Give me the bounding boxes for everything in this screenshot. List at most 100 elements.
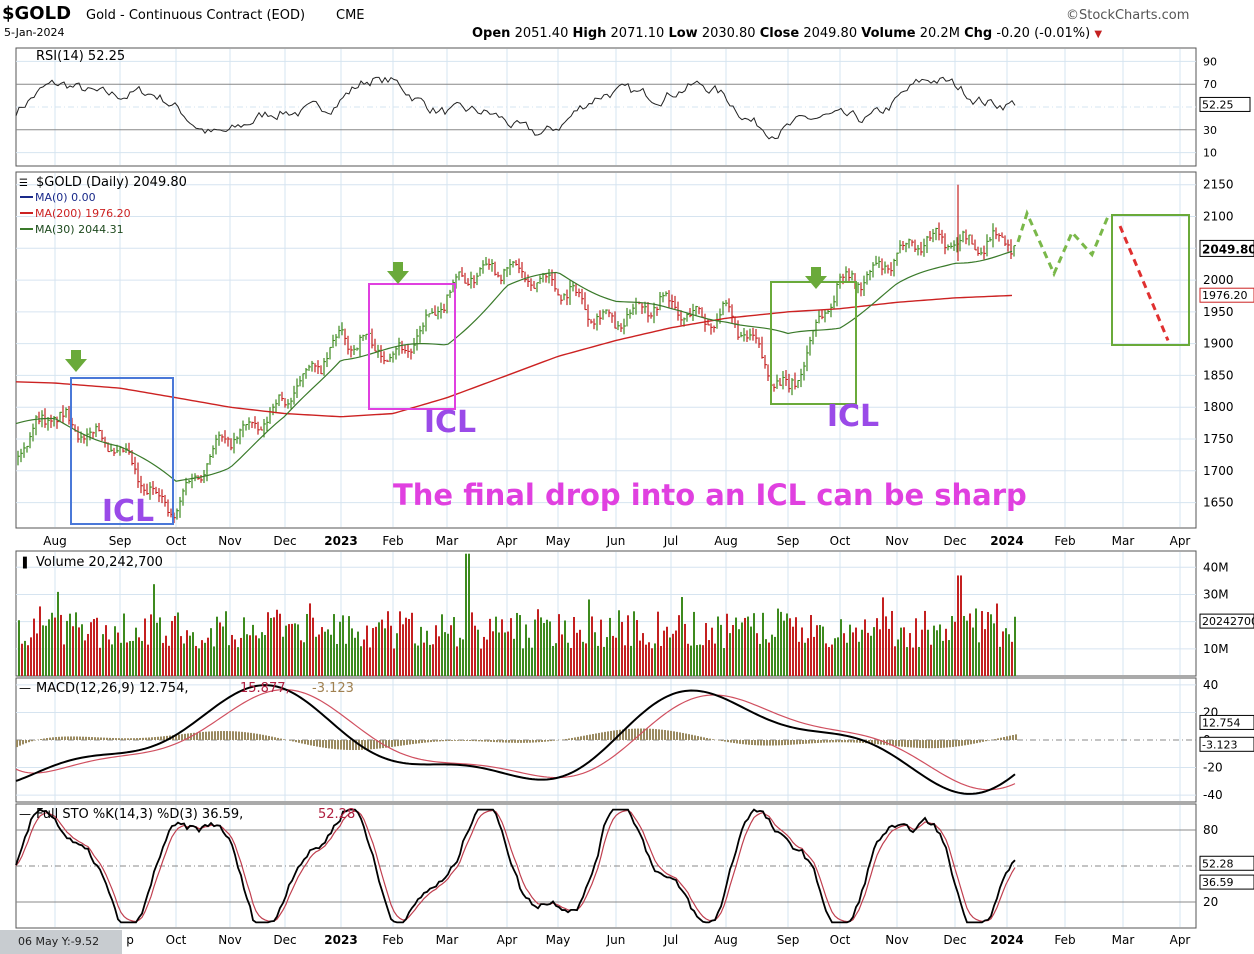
macd-tag: 12.754 <box>1202 716 1241 729</box>
volume-bar <box>978 642 980 676</box>
volume-bar <box>771 634 773 676</box>
macd-hist-bar <box>565 738 567 740</box>
volume-bar <box>60 614 62 676</box>
macd-hist-bar <box>73 736 75 740</box>
macd-hist-bar <box>295 740 297 743</box>
macd-hist-bar <box>649 728 651 740</box>
macd-hist-bar <box>802 740 804 744</box>
volume-bar <box>42 625 44 676</box>
volume-bar <box>72 626 74 676</box>
macd-hist-bar <box>121 738 123 740</box>
macd-hist-bar <box>112 738 114 740</box>
x-tick-label: Mar <box>436 534 459 548</box>
volume-bar <box>324 631 326 676</box>
volume-bar <box>231 634 233 676</box>
macd-hist-bar <box>580 736 582 740</box>
macd-hist-bar <box>184 733 186 740</box>
x-tick-label-bottom: Mar <box>1112 933 1135 947</box>
volume-bar <box>246 634 248 676</box>
macd-hist-bar <box>301 740 303 744</box>
volume-bar <box>474 625 476 676</box>
macd-hist-bar <box>922 740 924 749</box>
macd-hist-bar <box>304 740 306 745</box>
macd-hist-bar <box>907 740 909 748</box>
volume-bar <box>531 647 533 676</box>
macd-hist-bar <box>25 740 27 744</box>
volume-bar <box>825 643 827 676</box>
price-bars <box>17 222 1016 524</box>
macd-hist-bar <box>850 740 852 743</box>
volume-bar <box>90 622 92 676</box>
ma200-line <box>15 294 1013 418</box>
volume-bar <box>501 619 503 676</box>
volume-bar <box>504 632 506 676</box>
volume-bar <box>81 624 83 676</box>
macd-hist-bar <box>262 734 264 740</box>
volume-bar <box>54 617 56 676</box>
volume-label: Volume <box>861 26 916 41</box>
volume-bar <box>273 617 275 676</box>
volume-bar <box>189 635 191 676</box>
macd-tick-label: -20 <box>1203 761 1223 775</box>
volume-bar <box>756 633 758 676</box>
macd-hist-bar <box>583 735 585 740</box>
macd-hist-bar <box>829 740 831 743</box>
x-tick-label-bottom: Aug <box>714 933 737 947</box>
macd-hist-tag: -3.123 <box>1202 738 1237 751</box>
volume-bar <box>108 639 110 676</box>
macd-hist-bar <box>352 740 354 751</box>
macd-hist-bar <box>967 740 969 745</box>
volume-bar <box>1014 616 1016 676</box>
green-down-arrow-icon <box>387 262 409 284</box>
volume-tick-label: 10M <box>1203 642 1229 656</box>
macd-hist-bar <box>847 740 849 743</box>
volume-bars <box>18 553 1016 676</box>
volume-bar <box>228 645 230 676</box>
open-value: 2051.40 <box>514 26 569 41</box>
macd-hist-bar <box>934 740 936 749</box>
macd-hist-bar <box>319 740 321 748</box>
macd-hist-bar <box>91 737 93 740</box>
volume-bar <box>861 629 863 676</box>
x-tick-label: Feb <box>382 534 403 548</box>
macd-hist-bar <box>1015 734 1017 740</box>
macd-hist-bar <box>844 740 846 743</box>
volume-bar <box>930 644 932 676</box>
macd-hist-bar <box>736 740 738 744</box>
volume-bar <box>1005 628 1007 676</box>
volume-bar <box>105 625 107 676</box>
macd-hist-bar <box>232 731 234 740</box>
volume-bar <box>663 630 665 676</box>
volume-bar <box>360 646 362 676</box>
macd-hist-bar <box>178 734 180 740</box>
macd-hist-bar <box>484 740 486 742</box>
macd-hist-bar <box>1012 734 1014 740</box>
macd-hist-bar <box>535 740 537 743</box>
volume-bar <box>984 629 986 676</box>
volume-bar <box>282 636 284 676</box>
macd-hist-bar <box>505 740 507 743</box>
volume-bar <box>519 615 521 676</box>
green-down-arrow-icon <box>65 350 87 372</box>
x-tick-label: May <box>546 534 571 548</box>
icl-box-magenta <box>368 283 456 410</box>
volume-bar <box>858 641 860 676</box>
volume-bar <box>378 622 380 676</box>
macd-hist-bar <box>700 736 702 740</box>
macd-hist-bar <box>679 732 681 740</box>
macd-hist-bar <box>367 740 369 750</box>
volume-bar <box>183 643 185 676</box>
volume-bar <box>162 642 164 676</box>
volume-bar <box>48 619 50 676</box>
volume-bar <box>594 632 596 676</box>
volume-bar <box>498 632 500 676</box>
volume-bar <box>267 612 269 676</box>
price-tick-label: 1800 <box>1203 400 1234 414</box>
volume-bar <box>996 603 998 676</box>
macd-hist-bar <box>400 740 402 746</box>
macd-hist-bar <box>514 740 516 743</box>
volume-bar <box>615 637 617 676</box>
macd-hist-bar <box>154 737 156 740</box>
volume-bar <box>660 645 662 676</box>
